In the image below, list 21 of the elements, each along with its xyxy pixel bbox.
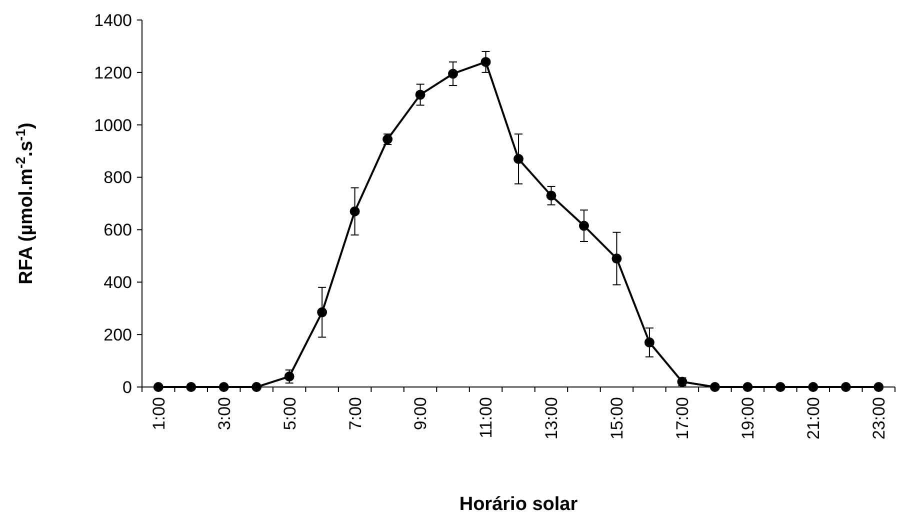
y-tick-label: 200 [104, 326, 132, 345]
y-tick-label: 1000 [94, 116, 132, 135]
y-tick-label: 600 [104, 220, 132, 240]
x-axis-title: Horário solar [459, 494, 578, 515]
x-tick-label: 15:00 [608, 397, 627, 440]
x-tick-label: 3:00 [214, 397, 234, 430]
x-tick-label: 23:00 [870, 397, 889, 440]
x-tick-label: 9:00 [411, 397, 430, 430]
x-tick-label: 17:00 [673, 397, 692, 440]
x-tick-label: 21:00 [804, 397, 824, 440]
y-tick-label: 0 [122, 378, 132, 397]
y-tick-label: 1200 [94, 63, 132, 82]
y-tick-label: 400 [104, 273, 132, 292]
x-tick-label: 7:00 [346, 397, 365, 430]
x-tick-label: 19:00 [738, 397, 758, 440]
x-tick-label: 5:00 [280, 397, 300, 430]
y-tick-label: 800 [104, 168, 132, 188]
x-tick-label: 11:00 [476, 397, 496, 438]
x-tick-label: 13:00 [542, 397, 562, 440]
y-tick-label: 1400 [94, 10, 132, 30]
x-tick-label: 1:00 [149, 397, 168, 430]
